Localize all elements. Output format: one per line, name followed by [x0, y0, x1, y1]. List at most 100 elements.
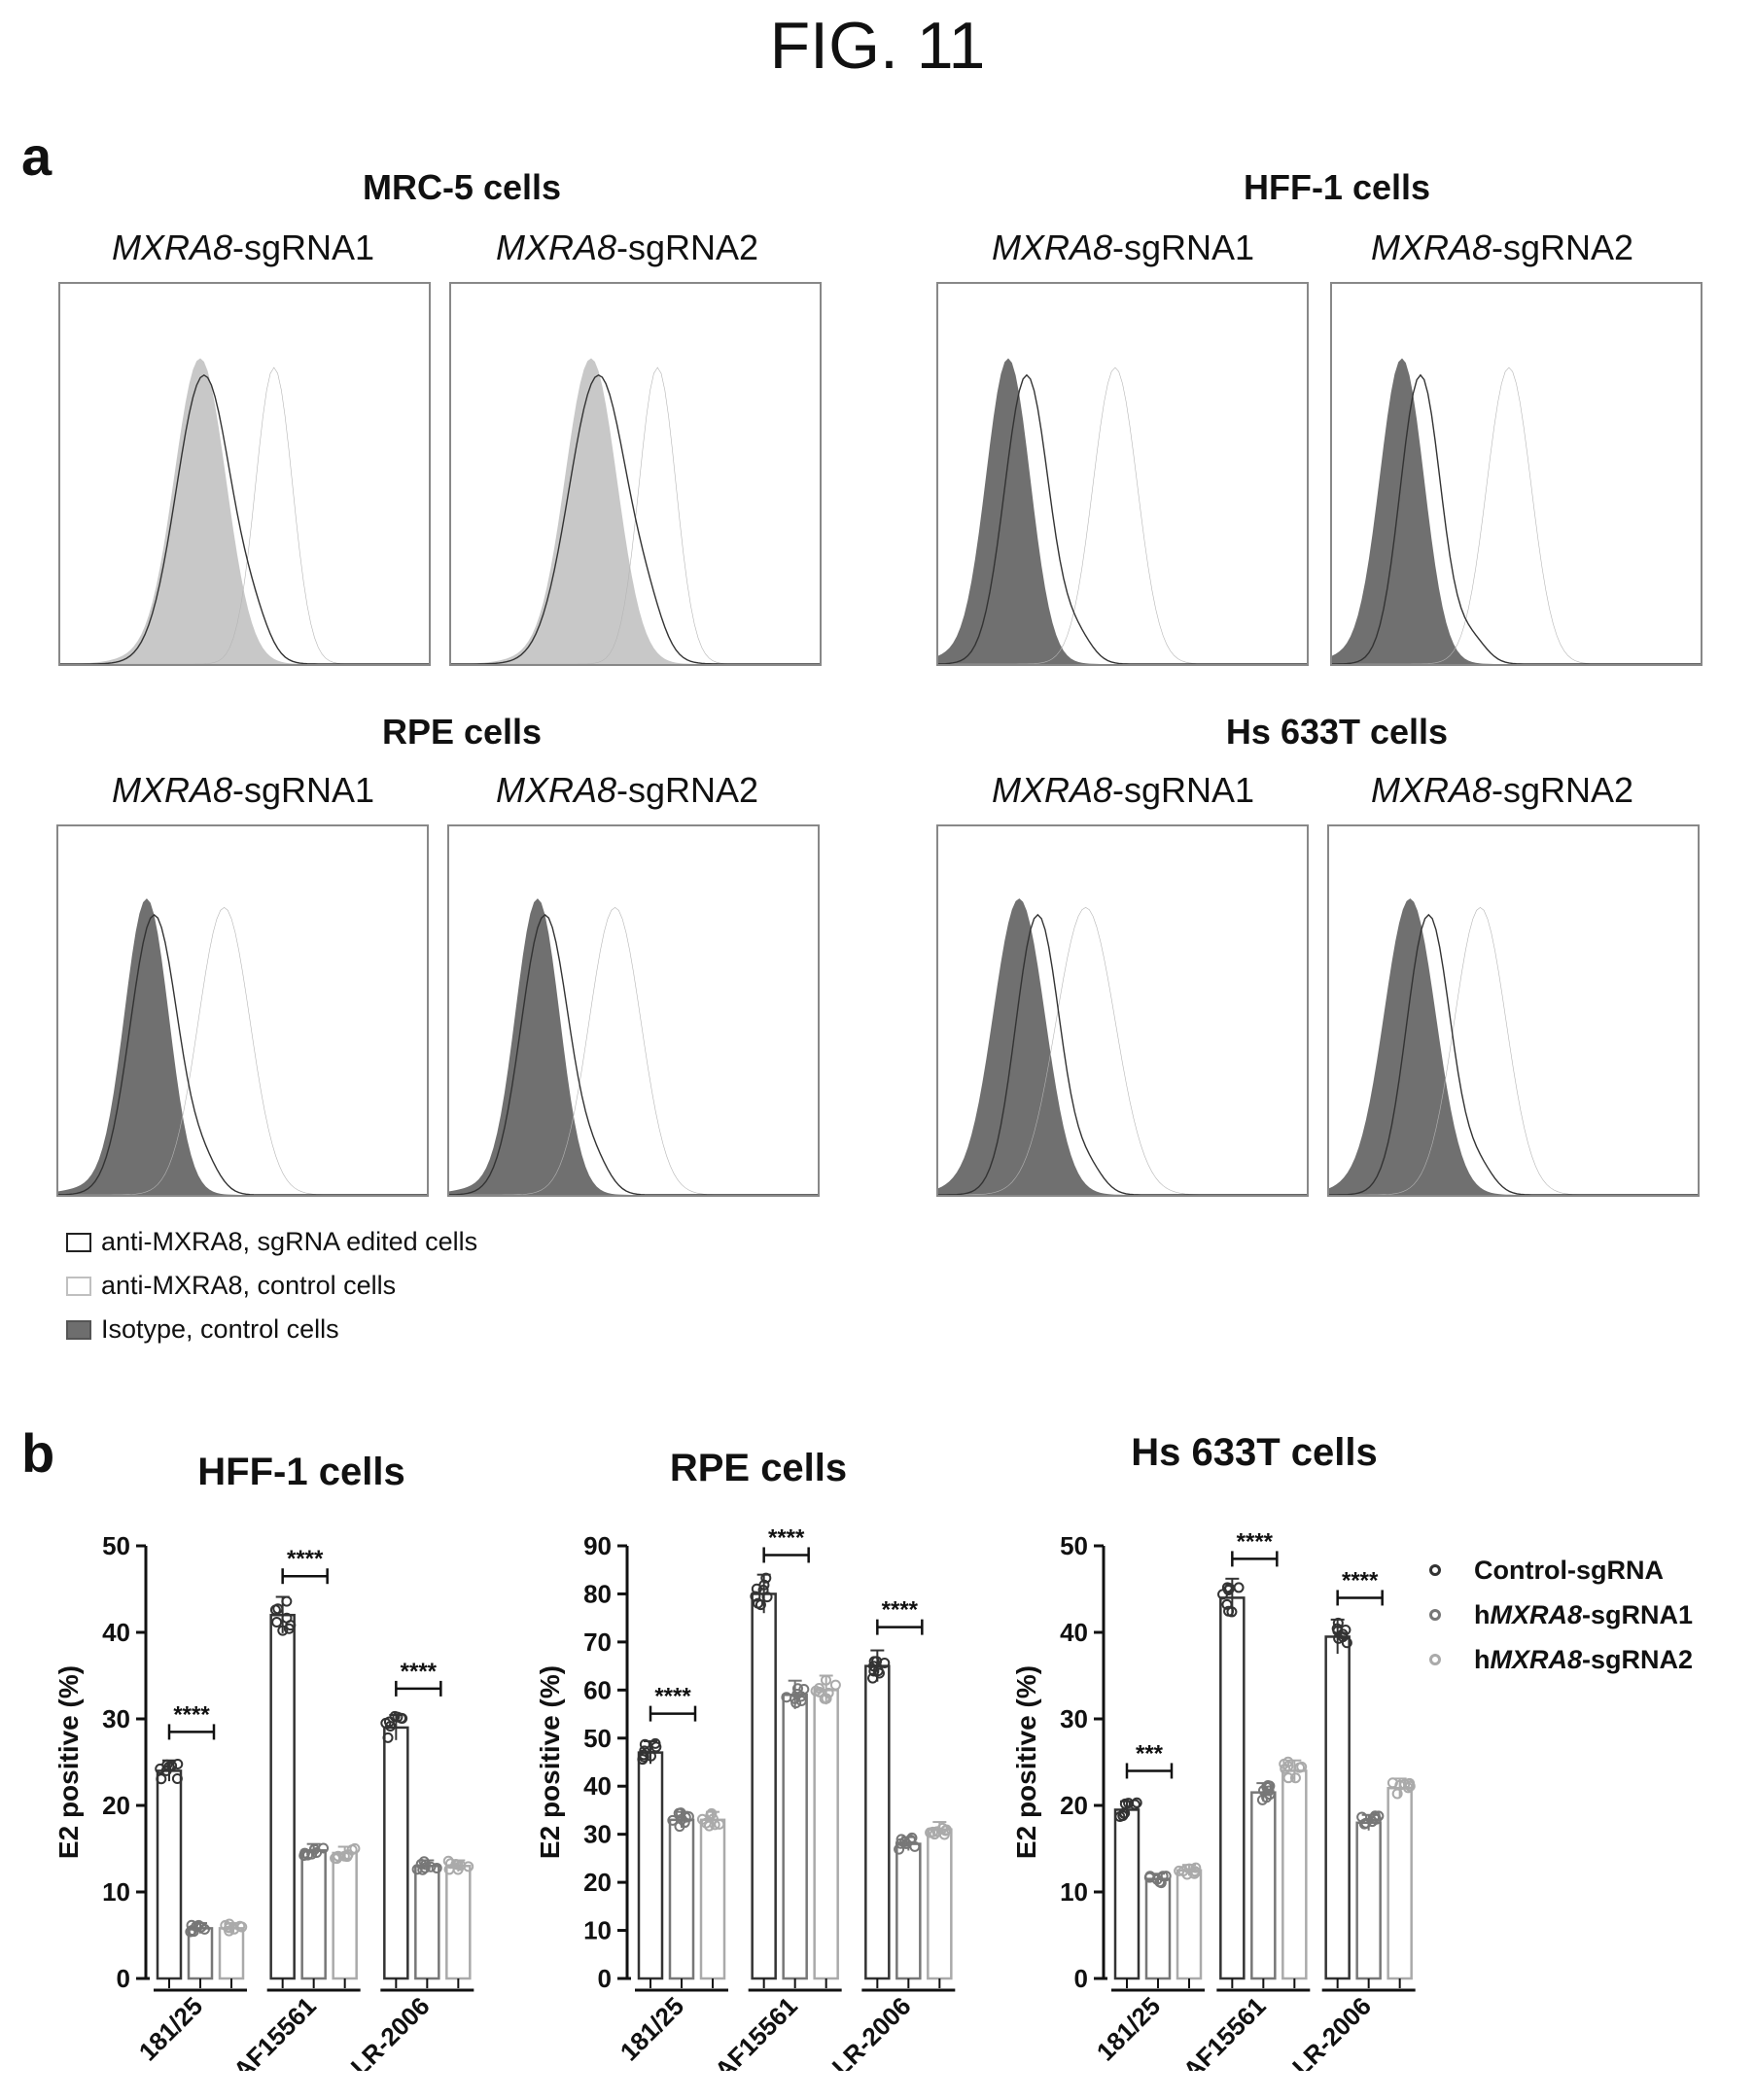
data-point — [281, 1612, 293, 1624]
data-point — [714, 1818, 725, 1830]
data-point — [676, 1813, 687, 1825]
bar-chart-title-hs633t: Hs 633T cells — [1131, 1431, 1378, 1474]
data-point — [674, 1821, 685, 1833]
data-point — [1223, 1605, 1235, 1617]
bar — [383, 1726, 409, 1980]
category-label: 181/25 — [133, 1991, 208, 2066]
histogram-plot — [58, 898, 427, 1195]
bar — [668, 1818, 695, 1980]
category-label: LR-2006 — [1286, 1991, 1377, 2071]
data-point — [894, 1843, 905, 1855]
y-tick-label: 10 — [1060, 1877, 1088, 1907]
isotype-histogram — [938, 358, 1307, 664]
data-point — [867, 1672, 879, 1684]
data-point — [781, 1692, 792, 1703]
significance-label: **** — [287, 1546, 324, 1572]
y-tick-label: 10 — [583, 1916, 612, 1945]
isotype-histogram — [938, 898, 1307, 1195]
data-point — [879, 1657, 891, 1668]
control-histogram — [1332, 368, 1701, 664]
data-point — [425, 1861, 437, 1872]
bar — [1355, 1821, 1382, 1980]
data-point — [411, 1864, 423, 1875]
panel-a-legend: anti-MXRA8, sgRNA edited cells anti-MXRA… — [66, 1220, 477, 1351]
data-point — [220, 1919, 231, 1931]
data-point — [927, 1826, 938, 1838]
bar — [751, 1592, 777, 1980]
data-point — [161, 1759, 173, 1770]
legend-item-sgrna2: hMXRA8-sgRNA2 — [1429, 1637, 1693, 1682]
sub-label-hff1-sg1: MXRA8-sgRNA1 — [991, 228, 1255, 267]
data-point — [431, 1862, 442, 1873]
histogram-hff1-sg2 — [1330, 282, 1702, 666]
histogram-rpe-sg1 — [56, 824, 429, 1197]
data-point — [1403, 1778, 1415, 1790]
category-label: AF15561 — [228, 1991, 322, 2071]
y-tick-label: 50 — [102, 1531, 130, 1560]
histogram-mrc5-sg1 — [58, 282, 431, 666]
y-tick-label: 30 — [1060, 1704, 1088, 1733]
edited-histogram — [1329, 915, 1698, 1195]
data-point — [1282, 1761, 1294, 1772]
legend-label: Isotype, control cells — [101, 1314, 339, 1344]
bar — [1324, 1635, 1351, 1980]
bar — [269, 1613, 296, 1980]
y-tick-label: 50 — [583, 1724, 612, 1753]
sub-label-hs633t-sg2: MXRA8-sgRNA2 — [1370, 770, 1634, 810]
data-point — [1221, 1582, 1233, 1593]
data-point — [760, 1572, 772, 1584]
category-label: 181/25 — [1091, 1991, 1166, 2066]
data-point — [820, 1674, 831, 1686]
data-point — [895, 1838, 906, 1849]
bar — [864, 1664, 891, 1980]
y-tick-label: 90 — [583, 1531, 612, 1560]
histogram-plot — [451, 358, 820, 664]
data-point — [1190, 1867, 1202, 1878]
bar — [187, 1927, 214, 1980]
data-point — [707, 1813, 719, 1825]
y-tick-label: 60 — [583, 1675, 612, 1704]
y-tick-label: 40 — [1060, 1618, 1088, 1647]
category-label: LR-2006 — [345, 1991, 436, 2071]
data-point — [673, 1807, 684, 1819]
data-point — [1190, 1862, 1202, 1873]
legend-label: anti-MXRA8, sgRNA edited cells — [101, 1227, 478, 1256]
data-point — [900, 1838, 912, 1849]
legend-marker — [1429, 1654, 1441, 1665]
data-point — [308, 1843, 320, 1855]
edited-histogram — [938, 915, 1307, 1195]
y-axis-label: E2 positive (%) — [53, 1665, 84, 1859]
bar — [1113, 1808, 1141, 1980]
bar — [300, 1849, 327, 1980]
legend-swatch-black-outline — [66, 1232, 91, 1252]
bar — [445, 1865, 472, 1980]
category-label: 181/25 — [614, 1991, 689, 2066]
y-tick-label: 0 — [598, 1964, 612, 1993]
y-tick-label: 30 — [102, 1704, 130, 1733]
data-point — [940, 1825, 952, 1837]
sub-label-mrc5-sg2: MXRA8-sgRNA2 — [495, 228, 759, 267]
data-point — [1282, 1756, 1294, 1768]
data-point — [382, 1732, 394, 1743]
legend-item-sgrna1: hMXRA8-sgRNA1 — [1429, 1592, 1693, 1637]
control-histogram — [60, 368, 429, 664]
isotype-histogram — [449, 898, 818, 1195]
data-point — [392, 1711, 404, 1723]
data-point — [269, 1604, 281, 1616]
legend-label: hMXRA8-sgRNA1 — [1474, 1599, 1694, 1629]
y-tick-label: 20 — [102, 1791, 130, 1820]
bar — [699, 1818, 726, 1980]
y-axis-label: E2 positive (%) — [535, 1665, 565, 1859]
data-point — [1404, 1780, 1416, 1792]
data-point — [753, 1597, 764, 1609]
edited-histogram — [449, 915, 818, 1195]
sub-label-rpe-sg2: MXRA8-sgRNA2 — [495, 770, 759, 810]
data-point — [639, 1738, 650, 1750]
control-histogram — [938, 368, 1307, 664]
control-histogram — [58, 907, 427, 1195]
bar — [1386, 1786, 1413, 1980]
figure-title: FIG. 11 — [769, 9, 986, 83]
category-label: AF15561 — [1177, 1991, 1272, 2071]
data-point — [795, 1691, 807, 1702]
legend-label: hMXRA8-sgRNA2 — [1474, 1644, 1694, 1674]
